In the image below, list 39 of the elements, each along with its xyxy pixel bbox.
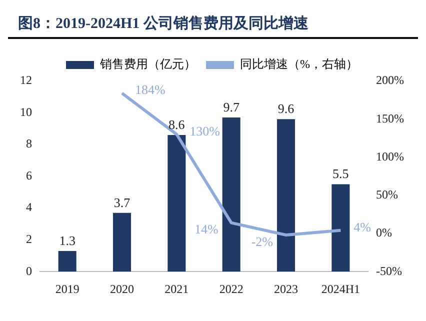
x-tick-label: 2020 (110, 282, 134, 296)
bar (222, 118, 240, 272)
y2-tick-label: -50% (376, 264, 402, 278)
y2-tick-label: 0% (376, 226, 392, 240)
data-label: 184% (135, 82, 166, 98)
data-label: 5.5 (332, 166, 349, 182)
y-tick-label: 10 (20, 104, 32, 119)
bar (276, 119, 296, 272)
bar (58, 250, 76, 272)
x-tick-label: 2022 (219, 282, 244, 296)
x-tick-label: 2023 (274, 282, 298, 296)
y-tick-label: 0 (26, 264, 32, 278)
y-tick-label: 4 (26, 200, 32, 214)
data-label: 4% (354, 219, 372, 234)
y2-tick-label: 100% (376, 149, 404, 164)
y2-tick-label: 50% (376, 188, 398, 202)
bar (332, 184, 350, 272)
data-label: 9.7 (223, 99, 240, 114)
bar (112, 212, 132, 272)
data-label: 130% (190, 123, 220, 138)
y-tick-label: 8 (26, 136, 32, 151)
x-tick-label: 2021 (164, 282, 189, 296)
y2-tick-label: 150% (376, 111, 404, 126)
y2-tick-label: 200% (376, 73, 404, 88)
data-label: 1.3 (59, 232, 76, 248)
y-tick-label: 6 (26, 168, 32, 182)
data-label: 8.6 (168, 116, 186, 132)
data-label: 3.7 (114, 194, 131, 210)
y-tick-label: 2 (26, 232, 32, 246)
y-tick-label: 12 (20, 73, 32, 88)
x-tick-label: 2024H1 (321, 282, 360, 296)
legend-label: 销售费用（亿元） (99, 57, 196, 72)
chart-title: 图8：2019-2024H1 公司销售费用及同比增速 (8, 8, 418, 39)
data-label: 9.6 (278, 101, 295, 116)
data-label: 14% (194, 222, 218, 237)
data-label: -2% (251, 234, 274, 249)
legend-label: 同比增速（%，右轴） (240, 57, 358, 72)
bar (168, 135, 186, 272)
x-tick-label: 2019 (55, 282, 80, 296)
